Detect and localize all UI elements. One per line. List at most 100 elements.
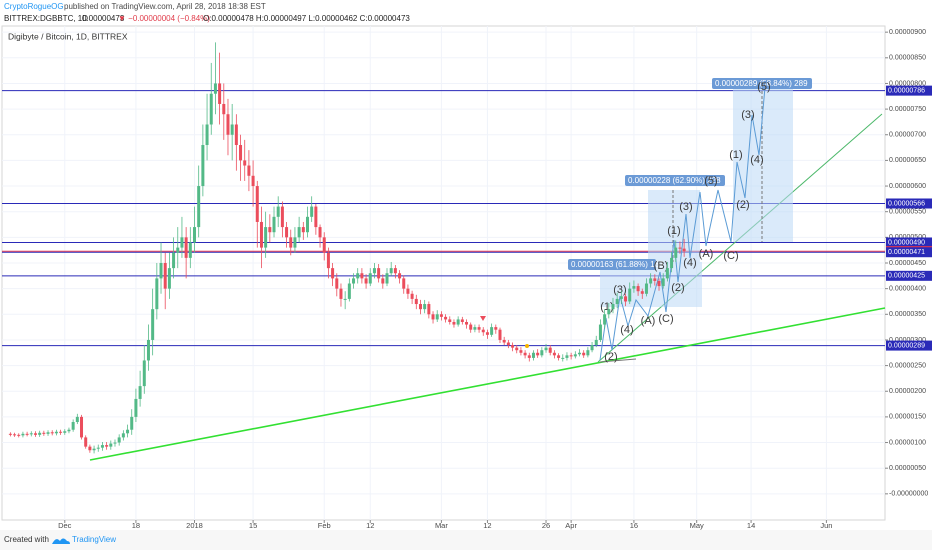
candle-body bbox=[285, 227, 289, 238]
candle-body bbox=[494, 327, 498, 330]
candle-body bbox=[226, 114, 230, 135]
candle-body bbox=[444, 316, 448, 320]
candle-body bbox=[193, 227, 197, 243]
candle-body bbox=[523, 352, 527, 356]
candle-body bbox=[498, 329, 502, 340]
y-tick-label: 0.00000450 bbox=[889, 260, 926, 267]
candle-body bbox=[176, 247, 180, 253]
measure-label: 0.00000289 (58.84%) 289 bbox=[715, 79, 808, 88]
y-tick-label: 0.00000150 bbox=[889, 414, 926, 421]
candle-body bbox=[414, 298, 418, 305]
candle-body bbox=[586, 350, 590, 356]
y-tick-label: 0.00000900 bbox=[889, 29, 926, 36]
wave-label: (5) bbox=[704, 175, 717, 187]
level-label: 0.00000786 bbox=[888, 87, 925, 94]
x-tick-label: Dec bbox=[58, 521, 72, 530]
x-tick-label: Mar bbox=[435, 521, 448, 530]
candle-body bbox=[565, 355, 569, 358]
candle-body bbox=[234, 124, 238, 146]
trend-line bbox=[89, 307, 886, 461]
candle-body bbox=[674, 247, 678, 258]
y-tick-label: 0.00000250 bbox=[889, 362, 926, 369]
candle-body bbox=[561, 357, 565, 359]
candle-body bbox=[126, 429, 130, 434]
candle-body bbox=[406, 288, 410, 294]
candle-body bbox=[527, 355, 531, 358]
y-tick-label: 0.00000050 bbox=[889, 465, 926, 472]
candle-body bbox=[25, 433, 29, 435]
candle-body bbox=[301, 227, 305, 233]
candle-body bbox=[318, 227, 322, 238]
candle-body bbox=[13, 434, 17, 436]
candle-body bbox=[557, 355, 561, 358]
x-tick-label: 15 bbox=[249, 521, 257, 530]
candle-body bbox=[473, 327, 477, 330]
candle-body bbox=[142, 360, 146, 387]
candle-body bbox=[624, 296, 628, 302]
candle-body bbox=[460, 319, 464, 322]
candle-body bbox=[448, 319, 452, 322]
candle-body bbox=[159, 262, 163, 279]
candle-body bbox=[59, 431, 63, 433]
candle-body bbox=[410, 293, 414, 299]
level-label: 0.00000471 bbox=[888, 249, 925, 256]
wave-label: (2) bbox=[604, 351, 617, 363]
candle-body bbox=[289, 237, 293, 248]
candle-body bbox=[431, 314, 435, 320]
candle-body bbox=[540, 350, 544, 356]
x-tick-label: Apr bbox=[565, 521, 577, 530]
candle-body bbox=[314, 206, 318, 228]
candle-body bbox=[594, 339, 598, 346]
level-tag bbox=[886, 198, 932, 209]
candle-body bbox=[339, 288, 343, 299]
candle-body bbox=[213, 83, 217, 94]
candle-body bbox=[607, 309, 611, 315]
candle-body bbox=[665, 268, 669, 279]
candles bbox=[8, 42, 686, 454]
candle-body bbox=[515, 347, 519, 351]
candle-body bbox=[117, 437, 121, 443]
candle-body bbox=[678, 247, 682, 249]
candle-body bbox=[377, 268, 381, 279]
chart-title: Digibyte / Bitcoin, 1D, BITTREX bbox=[8, 31, 128, 41]
level-label: 0.00000289 bbox=[888, 342, 925, 349]
candle-body bbox=[628, 288, 632, 302]
candle-body bbox=[33, 433, 37, 435]
candle-body bbox=[151, 309, 155, 340]
candle-body bbox=[305, 216, 309, 233]
candle-body bbox=[506, 342, 510, 346]
candle-body bbox=[423, 304, 427, 310]
measure-label-box bbox=[625, 175, 725, 186]
wave-label: (2) bbox=[671, 282, 684, 294]
signal-marker bbox=[480, 316, 486, 321]
candle-body bbox=[105, 445, 109, 447]
candle-body bbox=[163, 262, 167, 289]
candle-body bbox=[578, 352, 582, 355]
candle-body bbox=[259, 221, 263, 248]
author[interactable]: CryptoRogueOG bbox=[4, 2, 64, 11]
footer-brand[interactable]: TradingView bbox=[72, 535, 116, 544]
candle-body bbox=[364, 278, 368, 284]
candle-body bbox=[352, 278, 356, 284]
candle-body bbox=[347, 283, 351, 299]
level-label: 0.00000566 bbox=[888, 200, 925, 207]
candle-body bbox=[582, 352, 586, 356]
symbol: BITTREX:DGBBTC, 1D bbox=[4, 14, 88, 23]
level-tag bbox=[886, 85, 932, 96]
x-tick-label: 12 bbox=[483, 521, 491, 530]
level-label: 0.00000490 bbox=[888, 239, 925, 246]
wave-label: (A) bbox=[641, 315, 656, 327]
candle-body bbox=[75, 416, 79, 423]
candle-body bbox=[326, 252, 330, 269]
x-tick-label: Jun bbox=[820, 521, 832, 530]
y-tick-label: -0.00000000 bbox=[889, 491, 928, 498]
wave-label: (5) bbox=[757, 81, 770, 93]
candle-body bbox=[670, 257, 674, 269]
candle-body bbox=[598, 324, 602, 340]
candle-body bbox=[280, 206, 284, 228]
candle-body bbox=[452, 321, 456, 325]
y-tick-label: 0.00000650 bbox=[889, 157, 926, 164]
level-tag bbox=[886, 237, 932, 248]
candle-body bbox=[398, 273, 402, 279]
candle-body bbox=[197, 186, 201, 228]
